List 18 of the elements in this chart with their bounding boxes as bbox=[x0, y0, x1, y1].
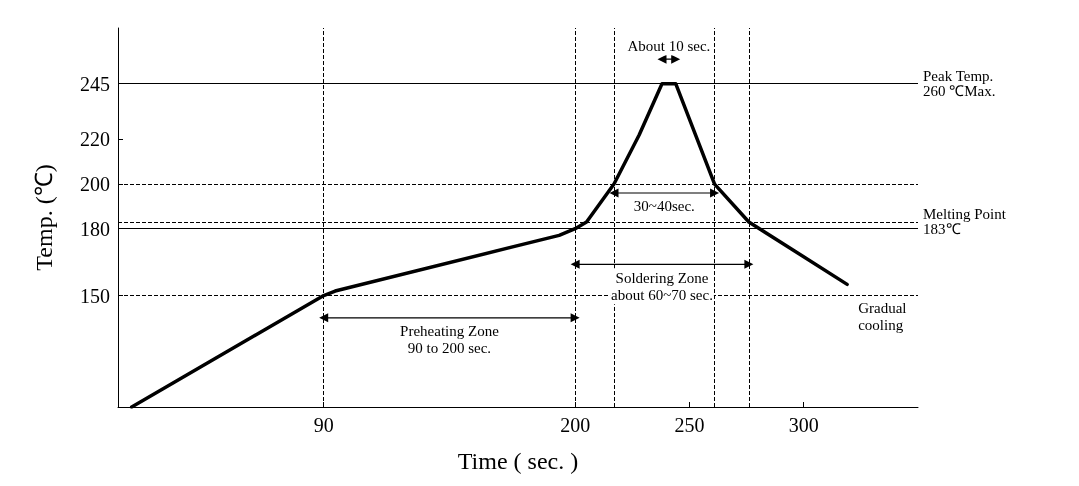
y-tick-label: 220 bbox=[80, 128, 110, 151]
x-axis-title: Time ( sec. ) bbox=[457, 448, 579, 474]
annotation: About 10 sec. bbox=[627, 37, 711, 54]
annotation: Gradual cooling bbox=[858, 299, 907, 333]
annotation: Preheating Zone 90 to 200 sec. bbox=[400, 323, 500, 357]
x-tick-label: 300 bbox=[788, 414, 819, 436]
x-tick-label: 200 bbox=[560, 414, 591, 436]
y-axis-title: Temp. (℃) bbox=[31, 164, 57, 271]
annotation: Soldering Zone about 60~70 sec. bbox=[611, 269, 713, 303]
ref-line-label: Peak Temp. 260 ℃Max. bbox=[923, 68, 996, 100]
x-tick-label: 250 bbox=[674, 414, 705, 436]
y-tick-label: 200 bbox=[80, 173, 110, 196]
y-tick-label: 180 bbox=[80, 217, 110, 240]
x-tick-label: 90 bbox=[313, 414, 334, 436]
y-tick-label: 245 bbox=[80, 72, 110, 95]
y-tick-label: 150 bbox=[80, 284, 110, 307]
annotation: 30~40sec. bbox=[633, 198, 695, 215]
ref-line-label: Melting Point 183℃ bbox=[923, 206, 1007, 238]
